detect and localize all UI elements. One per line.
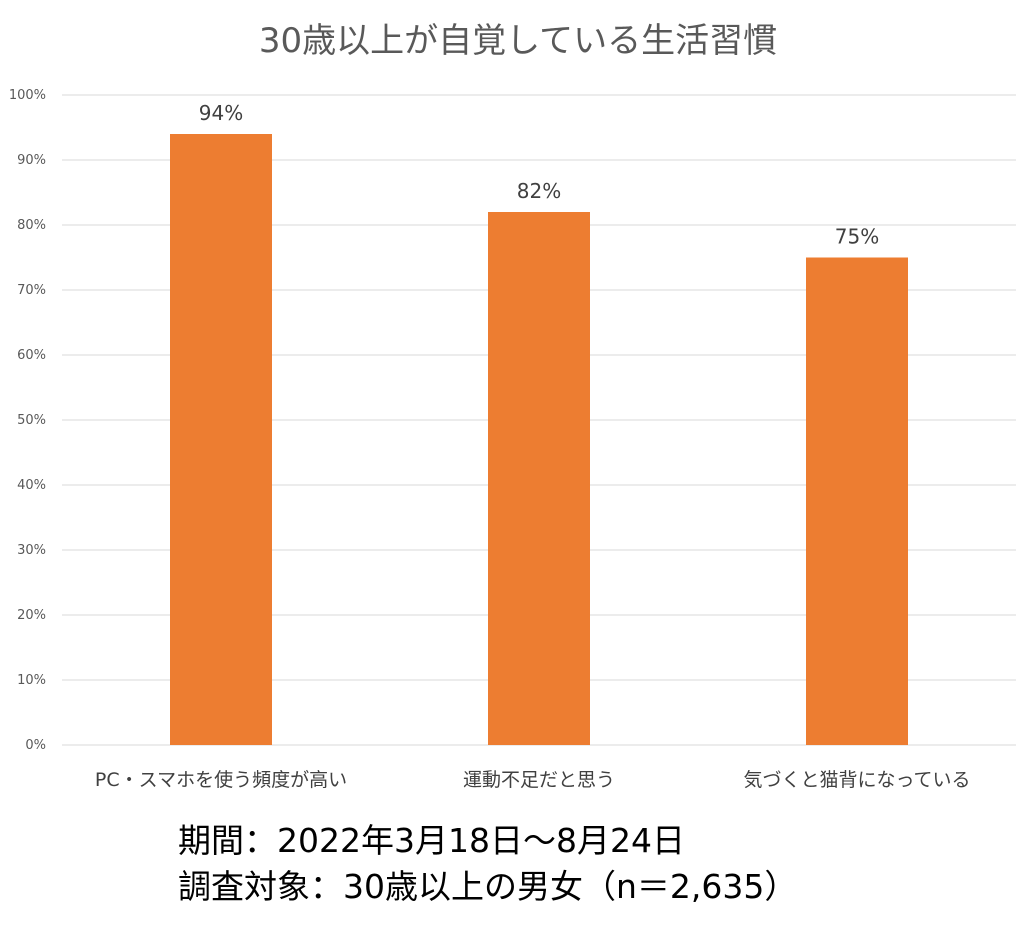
category-label: 運動不足だと思う — [463, 769, 615, 791]
y-tick-label: 10% — [17, 673, 46, 688]
bar — [170, 134, 272, 745]
y-tick-label: 70% — [17, 283, 46, 298]
y-tick-label: 90% — [17, 153, 46, 168]
data-label: 94% — [199, 101, 243, 125]
y-tick-label: 100% — [9, 88, 46, 103]
data-labels: 94% 82% 75% — [199, 101, 879, 249]
category-label: PC・スマホを使う頻度が高い — [95, 769, 347, 791]
y-tick-label: 0% — [25, 738, 46, 753]
y-axis-ticks: 0% 10% 20% 30% 40% 50% 60% 70% 80% 90% 100% — [9, 88, 46, 753]
y-tick-label: 50% — [17, 413, 46, 428]
bar — [488, 212, 590, 745]
category-label: 気づくと猫背になっている — [743, 769, 970, 791]
bars — [170, 134, 908, 745]
x-axis-categories: PC・スマホを使う頻度が高い 運動不足だと思う 気づくと猫背になっている — [95, 769, 971, 791]
y-tick-label: 20% — [17, 608, 46, 623]
data-label: 75% — [835, 225, 879, 249]
survey-period-note: 期間：2022年3月18日～8月24日 — [178, 821, 685, 860]
chart-title: 30歳以上が自覚している生活習慣 — [259, 21, 777, 61]
y-tick-label: 30% — [17, 543, 46, 558]
y-tick-label: 80% — [17, 218, 46, 233]
y-tick-label: 40% — [17, 478, 46, 493]
data-label: 82% — [517, 179, 561, 203]
y-tick-label: 60% — [17, 348, 46, 363]
bar — [806, 257, 908, 745]
bar-chart: 30歳以上が自覚している生活習慣 0% 10% 20% 30% 40% 50% 60% 70%… — [9, 21, 1016, 791]
survey-target-note: 調査対象：30歳以上の男女（n＝2,635） — [178, 867, 798, 906]
